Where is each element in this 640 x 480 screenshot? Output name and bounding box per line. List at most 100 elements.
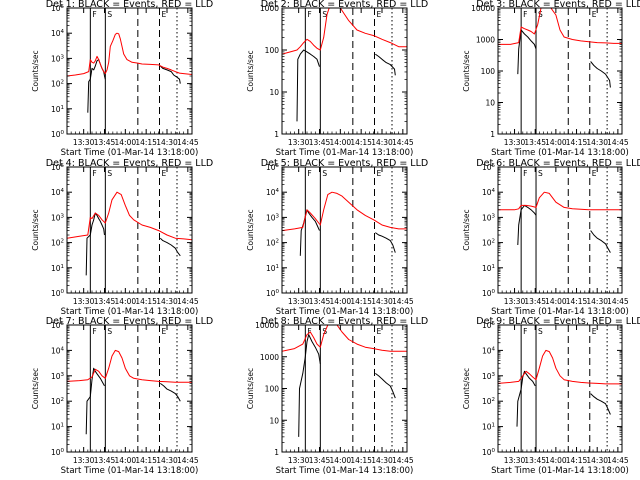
x-tick-label: 13:45 — [524, 297, 546, 306]
y-tick-label: 100 — [266, 289, 280, 298]
y-tick-label: 1 — [274, 130, 279, 139]
x-tick-label: 13:30 — [288, 297, 310, 306]
marker-label-f: F — [92, 10, 96, 19]
events-series-1 — [159, 65, 181, 84]
events-series-0 — [298, 334, 321, 437]
panel-title: Det 3: BLACK = Events, RED = LLD — [476, 0, 640, 10]
x-axis-label: Start Time (01-Mar-14 13:18:00) — [61, 307, 199, 317]
y-tick-label: 102 — [266, 239, 279, 248]
events-series-0 — [516, 370, 536, 427]
x-tick-label: 14:15 — [350, 456, 372, 465]
y-tick-label: 10000 — [255, 321, 279, 330]
y-tick-label: 101 — [51, 105, 64, 114]
events-series-1 — [375, 372, 396, 399]
marker-label-e: E — [377, 327, 382, 336]
marker-label-f: F — [523, 327, 527, 336]
x-tick-label: 14:45 — [607, 456, 629, 465]
x-tick-label: 13:30 — [504, 297, 526, 306]
x-tick-label: 14:45 — [177, 297, 199, 306]
marker-label-f: F — [92, 327, 96, 336]
panel-title: Det 2: BLACK = Events, RED = LLD — [261, 0, 428, 10]
y-tick-label: 105 — [482, 321, 496, 330]
x-tick-label: 14:45 — [607, 138, 629, 147]
x-tick-label: 14:30 — [586, 456, 608, 465]
y-tick-label: 1000 — [476, 36, 495, 45]
marker-label-s: S — [322, 10, 327, 19]
y-tick-label: 104 — [482, 188, 496, 197]
x-axis-label: Start Time (01-Mar-14 13:18:00) — [491, 466, 629, 476]
marker-label-f: F — [307, 10, 311, 19]
x-tick-label: 14:00 — [545, 138, 567, 147]
events-series-1 — [590, 230, 611, 253]
x-tick-label: 14:00 — [545, 297, 567, 306]
lld-series-2 — [67, 32, 192, 77]
x-tick-label: 13:45 — [94, 456, 116, 465]
x-tick-label: 14:15 — [135, 297, 157, 306]
y-tick-label: 101 — [266, 264, 279, 273]
x-tick-label: 13:30 — [288, 138, 310, 147]
y-tick-label: 105 — [51, 321, 65, 330]
x-tick-label: 14:00 — [115, 456, 137, 465]
x-tick-label: 14:15 — [135, 456, 157, 465]
x-tick-label: 14:15 — [566, 456, 588, 465]
plot-frame — [281, 324, 408, 453]
y-tick-label: 103 — [482, 213, 496, 222]
x-tick-label: 14:00 — [545, 456, 567, 465]
y-tick-label: 104 — [51, 346, 65, 355]
plot-frame — [497, 7, 623, 135]
y-tick-label: 101 — [482, 264, 495, 273]
marker-label-f: F — [523, 10, 527, 19]
y-tick-label: 105 — [51, 163, 65, 172]
panel-title: Det 9: BLACK = Events, RED = LLD — [476, 316, 640, 327]
y-tick-label: 105 — [482, 163, 496, 172]
y-tick-label: 100 — [265, 385, 280, 394]
x-tick-label: 14:00 — [115, 297, 137, 306]
events-series-1 — [590, 393, 611, 415]
x-tick-label: 14:45 — [607, 297, 629, 306]
x-tick-label: 14:45 — [177, 456, 199, 465]
y-tick-label: 100 — [482, 448, 496, 457]
marker-label-e: E — [162, 10, 167, 19]
marker-label-s: S — [538, 327, 543, 336]
marker-label-e: E — [162, 327, 167, 336]
x-tick-label: 14:30 — [586, 138, 608, 147]
panel-title: Det 8: BLACK = Events, RED = LLD — [261, 316, 428, 327]
y-tick-label: 100 — [51, 130, 65, 139]
marker-label-f: F — [523, 169, 527, 178]
plot-frame — [281, 166, 408, 294]
y-tick-label: 105 — [266, 163, 280, 172]
x-tick-label: 14:45 — [392, 456, 414, 465]
x-tick-label: 13:45 — [309, 138, 331, 147]
y-tick-label: 104 — [51, 188, 65, 197]
marker-label-e: E — [592, 327, 597, 336]
x-axis-label: Start Time (01-Mar-14 13:18:00) — [276, 148, 414, 158]
x-tick-label: 14:00 — [115, 138, 137, 147]
marker-label-e: E — [592, 169, 597, 178]
events-series-1 — [160, 382, 181, 402]
x-tick-label: 13:45 — [309, 456, 331, 465]
y-axis-label: Counts/sec — [246, 368, 255, 409]
y-axis-label: Counts/sec — [462, 209, 471, 250]
y-tick-label: 104 — [482, 346, 496, 355]
x-tick-label: 14:00 — [330, 456, 352, 465]
y-tick-label: 102 — [482, 239, 495, 248]
x-axis-label: Start Time (01-Mar-14 13:18:00) — [491, 148, 629, 158]
y-tick-label: 1000 — [260, 353, 279, 362]
events-series-1 — [590, 61, 611, 88]
events-series-0 — [296, 49, 320, 122]
events-series-1 — [375, 232, 396, 253]
x-tick-label: 14:15 — [350, 297, 372, 306]
y-axis-label: Counts/sec — [246, 209, 255, 250]
x-tick-label: 13:30 — [73, 138, 95, 147]
y-tick-label: 101 — [51, 423, 64, 432]
x-tick-label: 14:30 — [371, 138, 393, 147]
y-tick-label: 103 — [51, 54, 65, 63]
plot-frame — [497, 324, 623, 453]
y-tick-label: 100 — [51, 448, 65, 457]
